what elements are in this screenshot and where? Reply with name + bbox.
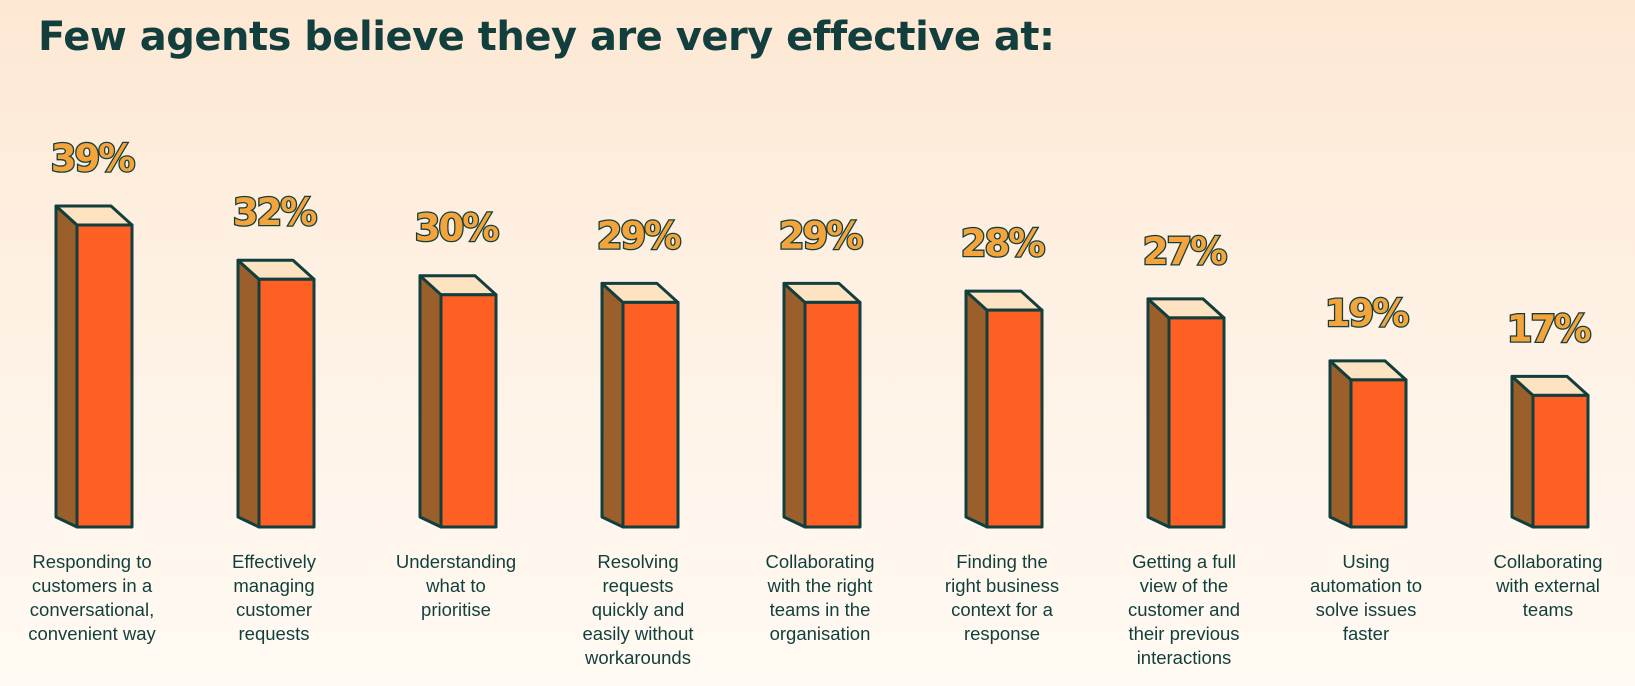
category-label-line: requests (602, 575, 674, 596)
bar (600, 281, 680, 529)
category-label-line: Using (1342, 551, 1390, 572)
bar-front (75, 223, 134, 529)
bar-side (600, 281, 625, 529)
bar (782, 281, 862, 529)
bar-front (1531, 393, 1590, 529)
chart-title: Few agents believe they are very effecti… (38, 14, 1055, 60)
value-label: 19% (1325, 292, 1408, 335)
value-label: 39% (51, 137, 134, 180)
category-label-line: teams (1522, 599, 1574, 620)
category-label-line: view of the (1139, 575, 1229, 596)
category-label-line: prioritise (421, 599, 491, 620)
category-label-line: right business (944, 575, 1060, 596)
category-label-line: Finding the (956, 551, 1048, 572)
bar (1146, 297, 1226, 529)
category-label-line: quickly and (591, 599, 685, 620)
bar (964, 289, 1044, 529)
category-label-line: solve issues (1315, 599, 1417, 620)
category-label-line: Responding to (32, 551, 152, 572)
category-label-line: Getting a full (1132, 551, 1236, 572)
category-label-line: response (963, 623, 1041, 644)
bar-front (439, 293, 498, 529)
bar (1510, 374, 1590, 529)
value-label: 30% (415, 207, 498, 250)
category-label-line: conversational, (29, 599, 155, 620)
category-label: Effectively managing customer requests (199, 550, 349, 646)
category-label-line: Collaborating (765, 551, 875, 572)
category-label: Collaborating with the right teams in the o… (745, 550, 895, 646)
value-label: 29% (779, 214, 862, 257)
category-label-line: their previous (1128, 623, 1240, 644)
bar-front (1167, 316, 1226, 529)
category-label-line: with external (1496, 575, 1600, 596)
bar-side (54, 204, 79, 529)
category-label-line: workarounds (585, 647, 691, 668)
category-label-line: convenient way (28, 623, 156, 644)
category-label-line: automation to (1309, 575, 1423, 596)
category-label-line: customers in a (31, 575, 153, 596)
bar-front (257, 277, 316, 529)
category-label: Responding to customers in a conversationa… (17, 550, 167, 646)
bar-front (1349, 378, 1408, 529)
category-label: Collaborating with external teams (1473, 550, 1623, 622)
value-label: 27% (1143, 230, 1226, 273)
value-label: 28% (961, 222, 1044, 265)
value-label: 17% (1507, 307, 1590, 350)
category-label-line: customer (235, 599, 313, 620)
category-label-line: easily without (582, 623, 694, 644)
bar-side (236, 258, 261, 529)
bar-front (803, 300, 862, 529)
category-label-line: Effectively (232, 551, 316, 572)
bar-front (621, 300, 680, 529)
bar (54, 204, 134, 529)
bar-side (964, 289, 989, 529)
bar-side (1510, 374, 1535, 529)
bar-side (418, 274, 443, 529)
category-label-line: Resolving (597, 551, 679, 572)
value-label: 29% (597, 214, 680, 257)
bar-side (1328, 359, 1353, 529)
category-label: Getting a full view of the customer and the… (1109, 550, 1259, 670)
bar-side (782, 281, 807, 529)
category-label-line: customer and (1127, 599, 1241, 620)
category-label-line: interactions (1136, 647, 1232, 668)
category-label-line: requests (238, 623, 310, 644)
category-label-line: managing (233, 575, 315, 596)
bar (236, 258, 316, 529)
category-label-line: what to (426, 575, 486, 596)
category-label-line: context for a (951, 599, 1053, 620)
category-label-line: Collaborating (1493, 551, 1603, 572)
category-label: Resolving requests quickly and easily witho… (563, 550, 713, 670)
category-label-line: with the right (767, 575, 873, 596)
bar (418, 274, 498, 529)
category-label-line: faster (1342, 623, 1390, 644)
bar-front (985, 308, 1044, 529)
category-label-line: Understanding (395, 551, 517, 572)
category-label: Understanding what to prioritise (381, 550, 531, 622)
value-label: 32% (233, 191, 316, 234)
category-label-line: teams in the (769, 599, 871, 620)
category-label: Using automation to solve issues faster (1291, 550, 1441, 646)
category-label: Finding the right business context for a re… (927, 550, 1077, 646)
category-label-line: organisation (769, 623, 871, 644)
bar (1328, 359, 1408, 529)
bar-side (1146, 297, 1171, 529)
